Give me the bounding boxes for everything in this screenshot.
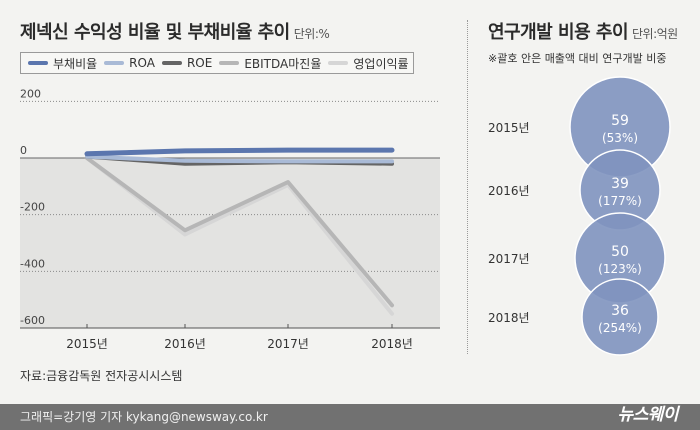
rd-year-label: 2016년: [488, 184, 530, 198]
newsway-logo: 뉴스웨이: [617, 405, 678, 425]
legend-swatch: [219, 61, 240, 65]
legend-swatch: [161, 61, 182, 65]
chart-divider: [467, 20, 469, 354]
rd-bubble: [581, 278, 659, 356]
rd-chart-note: ※괄호 안은 매출액 대비 연구개발 비중: [488, 52, 667, 65]
rd-chart-title-text: 연구개발 비용 추이: [488, 22, 629, 43]
legend-label: ROE: [186, 56, 213, 70]
x-tick-label: 2016년: [164, 337, 206, 351]
y-tick-label: -600: [20, 314, 45, 327]
legend-item: ROA: [104, 56, 155, 70]
source-note: 자료:금융감독원 전자공시시스템: [20, 369, 183, 383]
negative-region: [20, 158, 440, 328]
legend-item: ROE: [161, 56, 213, 70]
series-line: [85, 154, 394, 164]
rd-value-label: 59: [611, 113, 629, 129]
y-tick-label: -400: [20, 257, 45, 270]
legend-item: EBITDA마진율: [219, 55, 321, 72]
rd-share-label: (123%): [598, 262, 642, 276]
x-tick-label: 2017년: [267, 337, 309, 351]
legend-label: 부채비율: [53, 56, 98, 71]
legend-label: 영업이익률: [353, 56, 409, 71]
legend-item: 영업이익률: [328, 55, 409, 72]
legend-swatch: [328, 61, 349, 65]
y-tick-label: 0: [20, 144, 27, 157]
legend-label: ROA: [129, 56, 155, 70]
chart-title: 제넥신 수익성 비율 및 부채비율 추이 단위:%: [20, 18, 330, 44]
legend-item: 부채비율: [28, 55, 97, 72]
legend-swatch: [28, 61, 48, 65]
rd-value-label: 50: [611, 244, 629, 260]
rd-value-label: 36: [611, 303, 629, 319]
rd-year-label: 2017년: [488, 252, 530, 266]
x-tick-label: 2015년: [66, 337, 108, 351]
rd-chart-title: 연구개발 비용 추이 단위:억원: [488, 18, 678, 44]
rd-share-label: (254%): [598, 321, 642, 335]
chart-title-text: 제넥신 수익성 비율 및 부채비율 추이: [20, 22, 290, 43]
rd-value-label: 39: [611, 176, 629, 192]
rd-year-label: 2018년: [488, 311, 530, 325]
series-line: [85, 156, 394, 308]
rd-year-label: 2015년: [488, 121, 530, 135]
rd-share-label: (177%): [598, 194, 642, 208]
bubble-chart: 59 (53%) 2015년 39 (177%) 2016년 50 (123%) 2017년 36…: [488, 76, 671, 356]
chart-unit: 단위:%: [293, 27, 330, 41]
chart-legend: 부채비율 ROA ROE EBITDA마진율 영업이익률: [20, 52, 414, 74]
legend-swatch: [104, 61, 125, 65]
footer-bar: [0, 404, 700, 430]
series-line: [84, 147, 395, 157]
footer-credit: 그래픽=강기영 기자 kykang@newsway.co.kr: [20, 410, 268, 424]
legend-label: EBITDA마진율: [244, 56, 322, 71]
rd-chart-unit: 단위:억원: [632, 27, 678, 41]
line-chart: 200 0 -200 -400 -600 2015년 2016년 2017년 2018년: [20, 87, 440, 351]
y-tick-label: 200: [20, 87, 41, 100]
y-tick-label: -200: [20, 201, 45, 214]
x-tick-label: 2018년: [371, 337, 413, 351]
rd-share-label: (53%): [602, 131, 638, 145]
